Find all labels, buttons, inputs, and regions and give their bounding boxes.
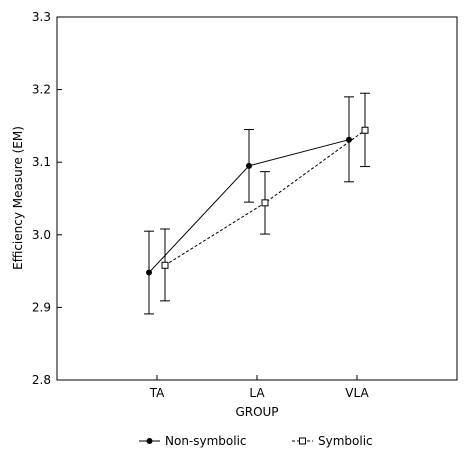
series-layer (144, 92, 370, 315)
y-tick-label: 3.0 (32, 228, 51, 242)
x-tick-label: VLA (345, 386, 369, 400)
x-axis-label: GROUP (235, 405, 278, 419)
legend-marker-non-symbolic (146, 438, 153, 444)
x-axis-ticks: TA LA VLA (149, 375, 369, 400)
x-tick-label: LA (249, 386, 265, 400)
data-point-non-symbolic (146, 269, 152, 276)
y-axis-label: Efficiency Measure (EM) (11, 126, 25, 270)
data-point-symbolic (361, 126, 369, 134)
y-tick-label: 2.9 (32, 300, 51, 314)
legend: Non-symbolic Symbolic (139, 434, 373, 448)
y-tick-label: 2.8 (32, 373, 51, 387)
legend-item-symbolic: Symbolic (292, 434, 373, 448)
data-point-symbolic (161, 261, 169, 269)
legend-label-symbolic: Symbolic (318, 434, 373, 448)
legend-label-non-symbolic: Non-symbolic (165, 434, 247, 448)
plot-frame (56, 16, 458, 381)
y-tick-label: 3.1 (32, 155, 51, 169)
data-point-symbolic (261, 199, 269, 207)
legend-marker-symbolic (299, 437, 306, 445)
data-point-non-symbolic (346, 136, 352, 143)
y-axis-ticks: 2.8 2.9 3.0 3.1 3.2 3.3 (32, 10, 62, 387)
y-tick-label: 3.2 (32, 83, 51, 97)
data-point-non-symbolic (246, 162, 252, 169)
legend-item-non-symbolic: Non-symbolic (139, 434, 247, 448)
y-tick-label: 3.3 (32, 10, 51, 24)
x-tick-label: TA (149, 386, 165, 400)
